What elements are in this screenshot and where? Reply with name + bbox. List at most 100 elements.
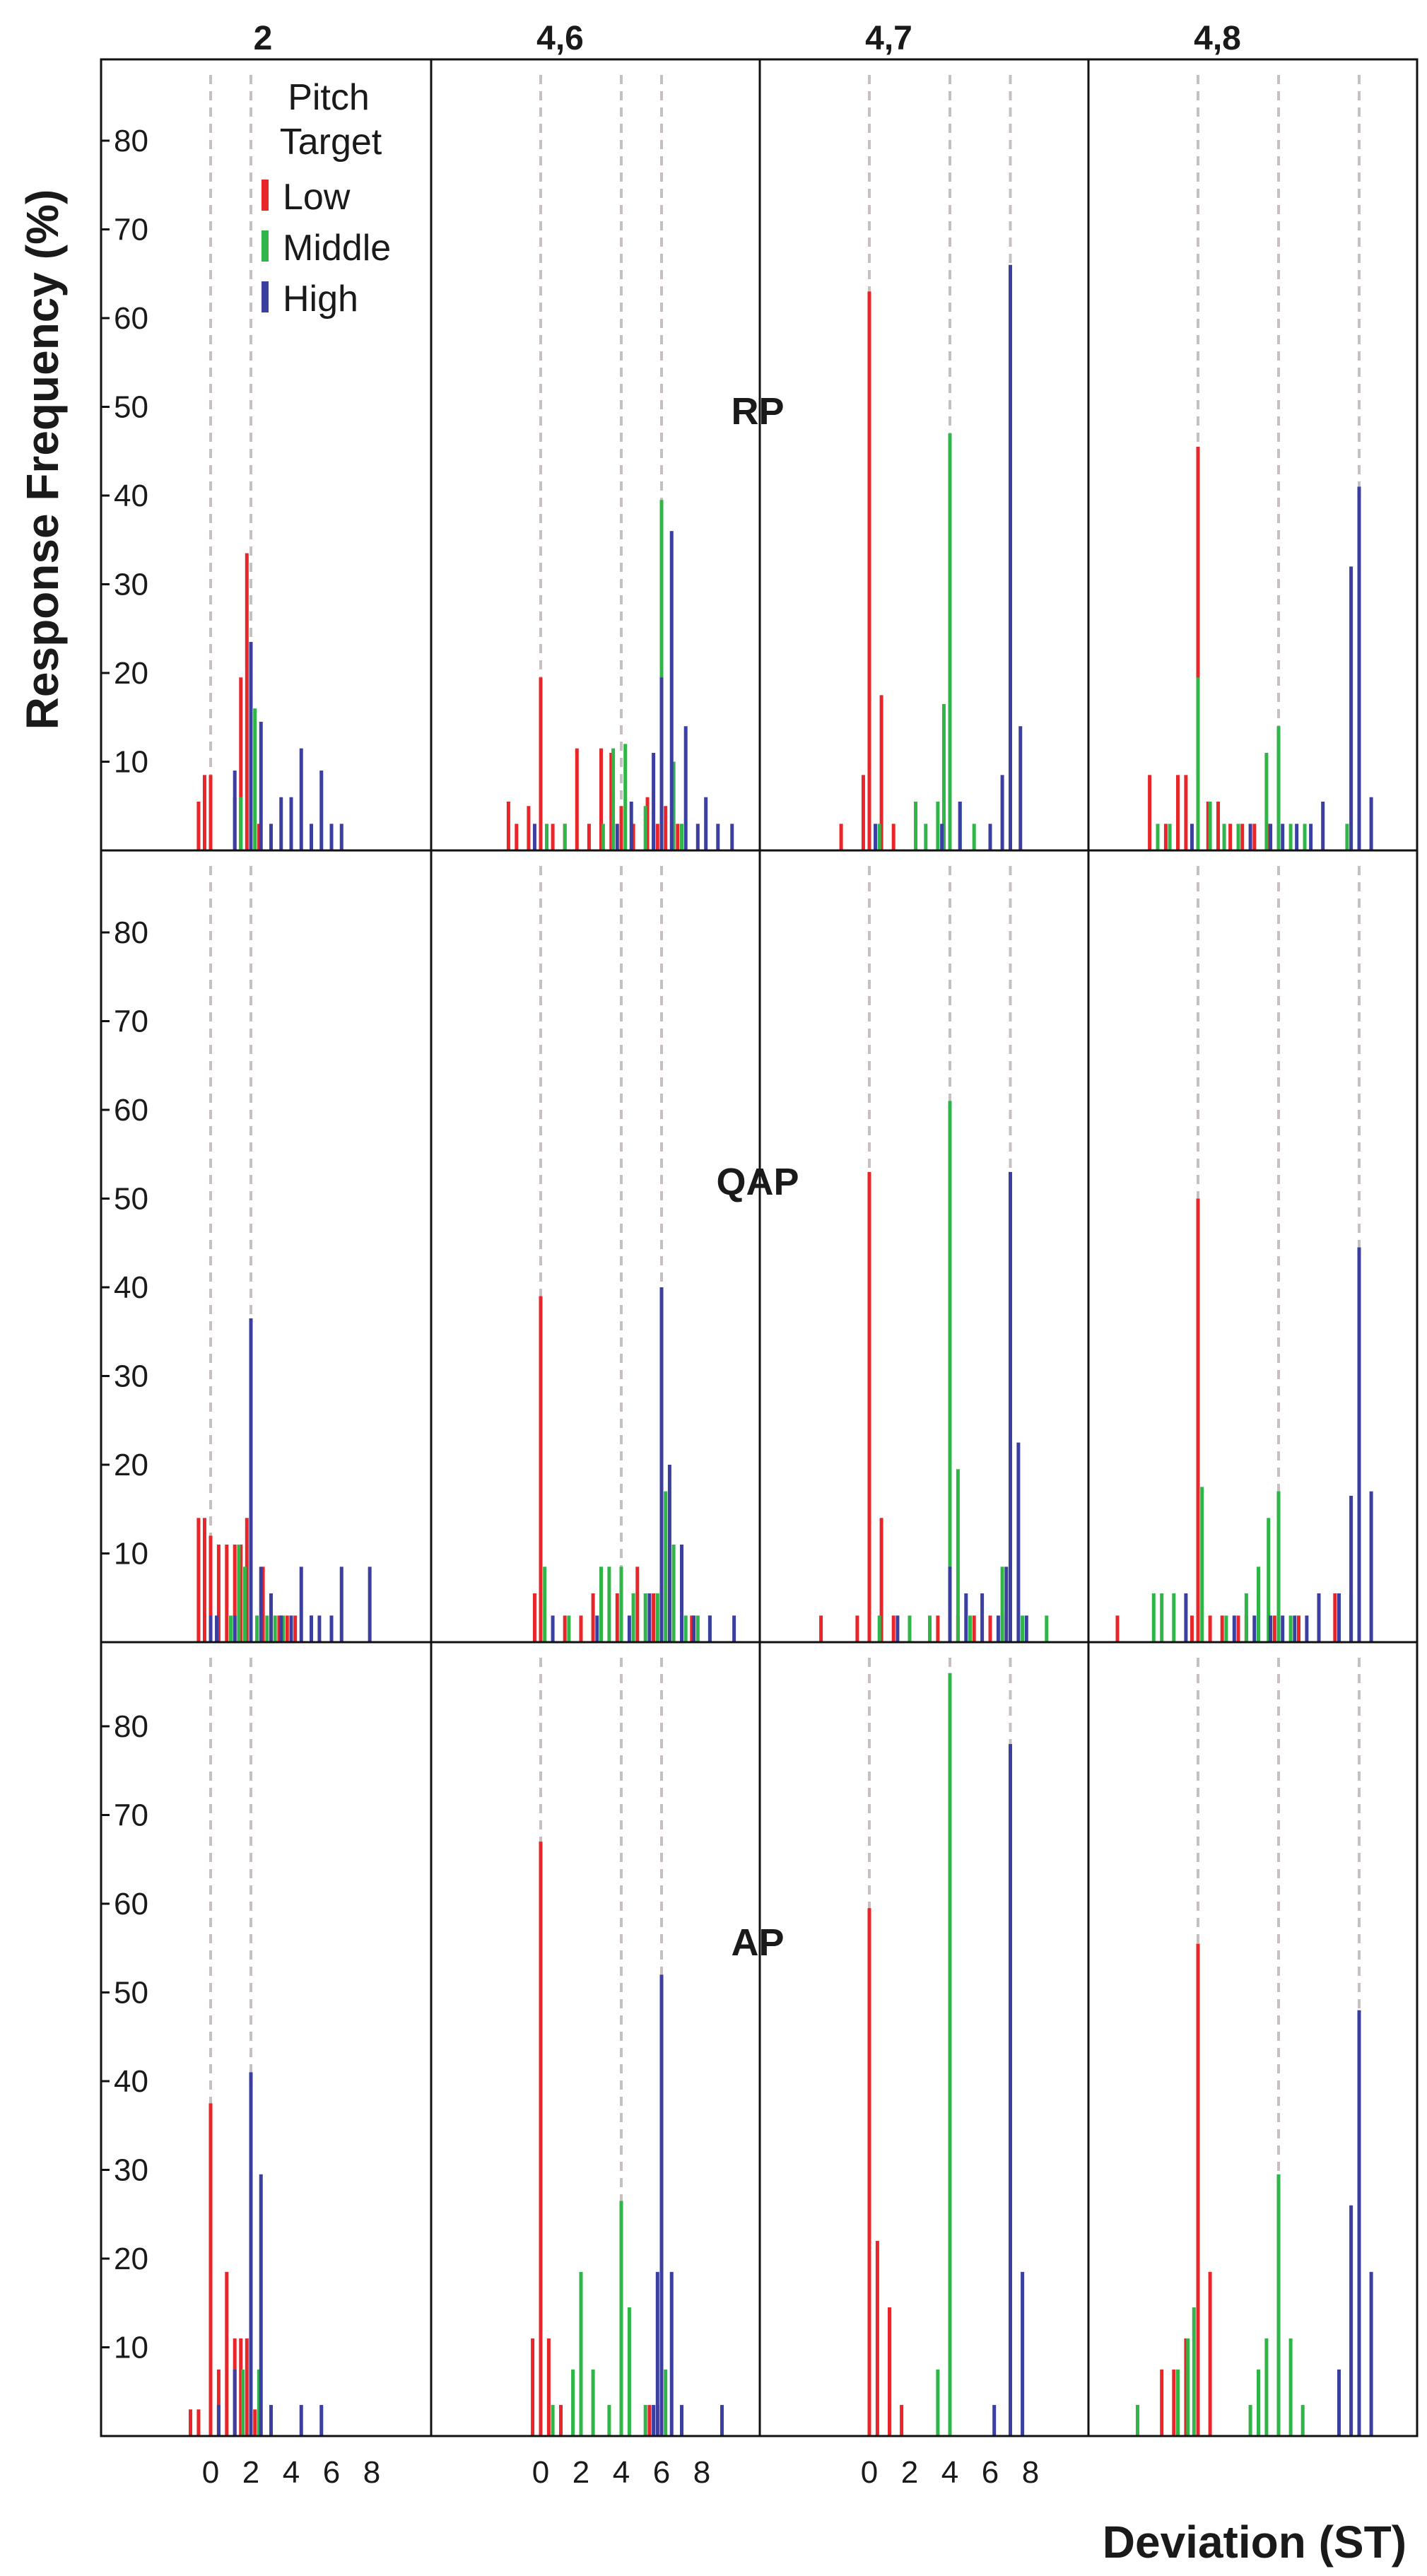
- y-tick-label: 60: [114, 1093, 148, 1128]
- bar-high: [1317, 1593, 1321, 1642]
- bar-middle: [257, 2369, 261, 2436]
- bar-high: [1369, 1491, 1373, 1642]
- bar-low: [202, 1518, 206, 1642]
- bar-low: [867, 1171, 871, 1642]
- bar-high: [1281, 824, 1285, 850]
- bar-high: [279, 797, 283, 850]
- bar-low: [209, 2103, 213, 2436]
- bar-high: [629, 801, 633, 850]
- bar-low: [239, 677, 243, 850]
- bar-high: [895, 1615, 900, 1642]
- bar-middle: [627, 2307, 631, 2436]
- bar-low: [587, 824, 591, 850]
- bar-middle: [1168, 824, 1172, 850]
- column-title: 4,6: [536, 20, 584, 57]
- bar-low: [532, 1593, 536, 1642]
- bar-high: [1021, 2271, 1025, 2436]
- bar-high: [317, 1615, 322, 1642]
- bar-high: [339, 824, 343, 850]
- bar-low: [615, 1593, 619, 1642]
- bar-low: [293, 1615, 298, 1642]
- bar-high: [683, 726, 688, 850]
- bar-low: [539, 1842, 543, 2436]
- bar-low: [1208, 1615, 1212, 1642]
- bar-high: [655, 2271, 659, 2436]
- bar-middle: [924, 824, 928, 850]
- y-tick-label: 30: [114, 1359, 148, 1394]
- y-tick-label: 30: [114, 568, 148, 602]
- bar-middle: [1276, 1491, 1281, 1642]
- row-label: QAP: [716, 1161, 799, 1203]
- bar-low: [1163, 824, 1168, 850]
- bar-middle: [1257, 1567, 1260, 1642]
- bar-low: [527, 806, 531, 850]
- bar-high: [964, 1593, 968, 1642]
- column-title: 2: [254, 20, 273, 57]
- bar-high: [1232, 1615, 1236, 1642]
- bar-high: [1349, 566, 1353, 850]
- bar-high: [695, 824, 700, 850]
- bar-high: [551, 1615, 555, 1642]
- bar-low: [539, 677, 543, 850]
- bar-middle: [543, 1567, 547, 1642]
- bar-middle: [229, 1615, 233, 1642]
- bar-high: [310, 1615, 313, 1642]
- bar-low: [209, 1535, 213, 1642]
- bar-middle: [1192, 2307, 1196, 2436]
- bar-high: [289, 1615, 293, 1642]
- bar-high: [720, 2405, 724, 2436]
- row-label: AP: [731, 1921, 784, 1964]
- bar-low: [1196, 1943, 1200, 2436]
- bar-high: [215, 1615, 219, 1642]
- bar-high: [659, 1974, 664, 2436]
- x-tick-label: 0: [861, 2455, 878, 2490]
- bar-low: [599, 748, 603, 850]
- bar-low: [875, 2240, 879, 2436]
- bar-low: [515, 824, 519, 850]
- bar-middle: [655, 1593, 659, 1642]
- bar-high: [259, 722, 263, 850]
- bar-middle: [695, 1615, 700, 1642]
- bar-middle: [877, 1615, 881, 1642]
- bar-high: [1190, 824, 1194, 850]
- bar-high: [310, 824, 313, 850]
- y-tick-label: 80: [114, 915, 148, 950]
- bar-high: [1293, 1615, 1297, 1642]
- bar-low: [551, 824, 555, 850]
- bar-middle: [1276, 2174, 1281, 2436]
- y-tick-label: 20: [114, 656, 148, 691]
- bar-middle: [948, 1101, 952, 1642]
- bar-low: [879, 695, 883, 850]
- bar-high: [1369, 2271, 1373, 2436]
- bar-high: [1269, 1615, 1273, 1642]
- bar-low: [1333, 1593, 1337, 1642]
- bar-high: [652, 2405, 656, 2436]
- bar-low: [253, 2409, 257, 2436]
- bar-high: [299, 1567, 303, 1642]
- y-tick-label: 60: [114, 1887, 148, 1921]
- bar-high: [1009, 1744, 1012, 2436]
- legend-label-low: Low: [283, 177, 351, 218]
- bar-high: [259, 2174, 263, 2436]
- x-tick-label: 0: [532, 2455, 549, 2490]
- bar-high: [249, 1318, 253, 1642]
- bar-low: [531, 2338, 535, 2436]
- bar-low: [655, 824, 659, 850]
- bar-low: [1252, 824, 1257, 850]
- bar-high: [1009, 264, 1012, 850]
- bar-low: [245, 553, 249, 850]
- bar-high: [299, 748, 303, 850]
- bar-high: [948, 1567, 952, 1642]
- bar-high: [667, 1465, 671, 1642]
- bar-high: [289, 797, 293, 850]
- bar-low: [209, 775, 213, 850]
- bar-low: [563, 1615, 567, 1642]
- bar-high: [1004, 1567, 1009, 1642]
- bar-low: [1184, 775, 1188, 850]
- bar-middle: [1236, 824, 1240, 850]
- bar-high: [279, 1615, 283, 1642]
- bar-high: [1018, 726, 1023, 850]
- bar-low: [988, 1615, 992, 1642]
- bar-low: [216, 1544, 221, 1642]
